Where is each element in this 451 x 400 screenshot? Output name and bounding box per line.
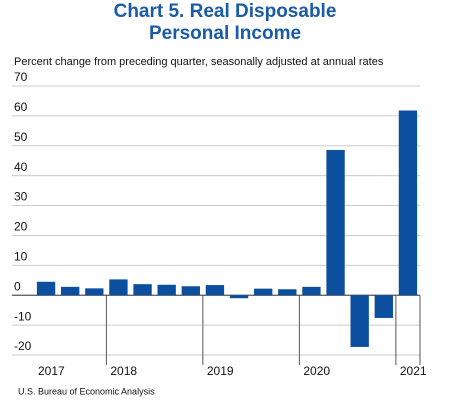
y-tick-label: 40 xyxy=(14,160,28,174)
x-tick-label: 2021 xyxy=(400,364,427,378)
bar xyxy=(36,281,56,296)
bar xyxy=(157,284,176,296)
bar xyxy=(254,288,273,296)
y-tick-label: 60 xyxy=(14,100,28,114)
y-tick-label: 0 xyxy=(14,279,21,293)
y-tick-label: 10 xyxy=(14,250,28,264)
y-tick-label: 30 xyxy=(14,190,28,204)
chart-title: Personal Income xyxy=(149,23,301,44)
bar xyxy=(205,285,225,296)
y-tick-label: -20 xyxy=(14,339,32,353)
bar xyxy=(374,295,393,318)
bar xyxy=(350,295,369,347)
bar xyxy=(109,279,128,296)
x-tick-label: 2017 xyxy=(38,364,65,378)
y-tick-label: 50 xyxy=(14,130,28,144)
x-tick-label: 2020 xyxy=(303,364,330,378)
source-note: U.S. Bureau of Economic Analysis xyxy=(18,386,155,396)
bar xyxy=(85,288,104,296)
y-tick-label: 20 xyxy=(14,220,28,234)
bar xyxy=(302,286,321,296)
bar xyxy=(278,289,297,296)
bar xyxy=(61,286,80,296)
x-tick-label: 2018 xyxy=(110,364,137,378)
chart-subtitle: Percent change from preceding quarter, s… xyxy=(14,56,384,68)
y-tick-label: -10 xyxy=(14,309,32,323)
y-tick-label: 70 xyxy=(14,70,28,84)
x-tick-label: 2019 xyxy=(207,364,234,378)
chart-title: Chart 5. Real Disposable xyxy=(114,1,337,22)
bar xyxy=(229,295,249,299)
bar xyxy=(326,149,345,296)
bar xyxy=(133,284,152,296)
bar xyxy=(181,286,200,296)
bar xyxy=(398,110,418,296)
